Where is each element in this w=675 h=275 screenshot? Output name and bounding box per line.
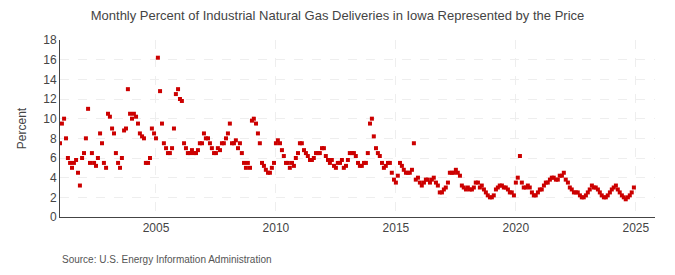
svg-text:18: 18	[43, 33, 57, 47]
svg-text:12: 12	[43, 92, 57, 106]
svg-text:8: 8	[50, 132, 57, 146]
svg-text:14: 14	[43, 73, 57, 87]
svg-text:Source: U.S. Energy Informatio: Source: U.S. Energy Information Administ…	[62, 254, 272, 265]
svg-text:6: 6	[50, 151, 57, 165]
svg-text:Percent: Percent	[15, 107, 29, 149]
svg-text:2: 2	[50, 191, 57, 205]
svg-text:10: 10	[43, 112, 57, 126]
svg-text:Monthly Percent of Industrial: Monthly Percent of Industrial Natural Ga…	[91, 8, 585, 23]
svg-text:2005: 2005	[143, 221, 170, 235]
svg-text:2020: 2020	[502, 221, 529, 235]
svg-text:16: 16	[43, 53, 57, 67]
svg-text:2010: 2010	[263, 221, 290, 235]
svg-text:0: 0	[50, 210, 57, 224]
svg-text:4: 4	[50, 171, 57, 185]
svg-text:2025: 2025	[622, 221, 649, 235]
svg-text:2015: 2015	[383, 221, 410, 235]
